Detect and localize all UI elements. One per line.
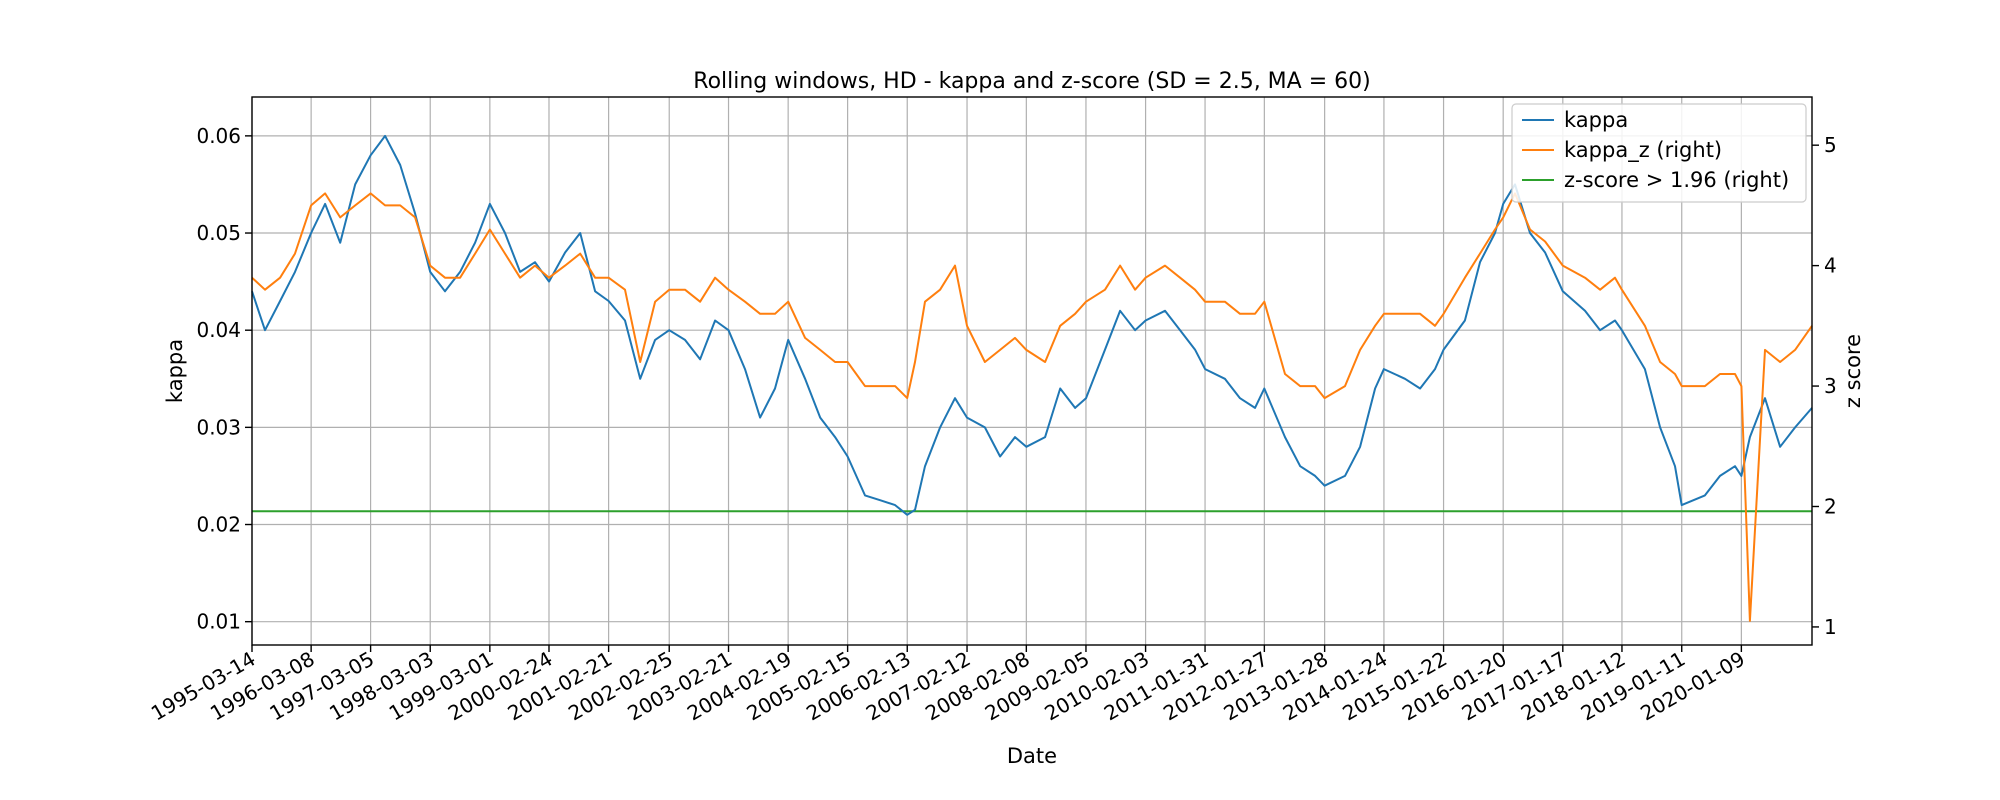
y-right-tick-label: 5: [1824, 133, 1837, 157]
y-right-tick-label: 2: [1824, 494, 1837, 518]
right-axis-ticks: 1 2 3 4 5: [1812, 133, 1837, 639]
left-axis-ticks: 0.01 0.02 0.03 0.04 0.05 0.06: [196, 124, 252, 634]
x-axis-label: Date: [1007, 744, 1057, 768]
chart-title: Rolling windows, HD - kappa and z-score …: [693, 69, 1370, 94]
x-axis-ticks: 1995-03-141996-03-081997-03-051998-03-03…: [147, 645, 1749, 725]
legend-label-kappa-z: kappa_z (right): [1564, 138, 1722, 163]
kappa-z-line: [251, 192, 1813, 622]
y-tick-label: 0.02: [196, 513, 241, 537]
plot-frame: [251, 96, 1813, 646]
y-tick-label: 0.06: [196, 124, 241, 148]
legend-box: [1511, 103, 1807, 203]
kappa-line: [251, 134, 1813, 516]
y-tick-label: 0.03: [196, 415, 241, 439]
grid-lines: [251, 97, 1812, 645]
y-tick-label: 0.04: [196, 318, 241, 342]
y-right-tick-label: 3: [1824, 374, 1837, 398]
y-tick-label: 0.01: [196, 610, 241, 634]
y-right-tick-label: 4: [1824, 254, 1837, 278]
y-axis-label-right: z score: [1841, 334, 1865, 408]
series-layer: [251, 134, 1813, 622]
y-tick-label: 0.05: [196, 221, 241, 245]
legend-label-kappa: kappa: [1564, 108, 1628, 132]
y-axis-label-left: kappa: [163, 339, 187, 403]
legend: kappa kappa_z (right) z-score > 1.96 (ri…: [1511, 103, 1807, 203]
y-right-tick-label: 1: [1824, 615, 1837, 639]
legend-label-z-threshold: z-score > 1.96 (right): [1564, 168, 1789, 192]
